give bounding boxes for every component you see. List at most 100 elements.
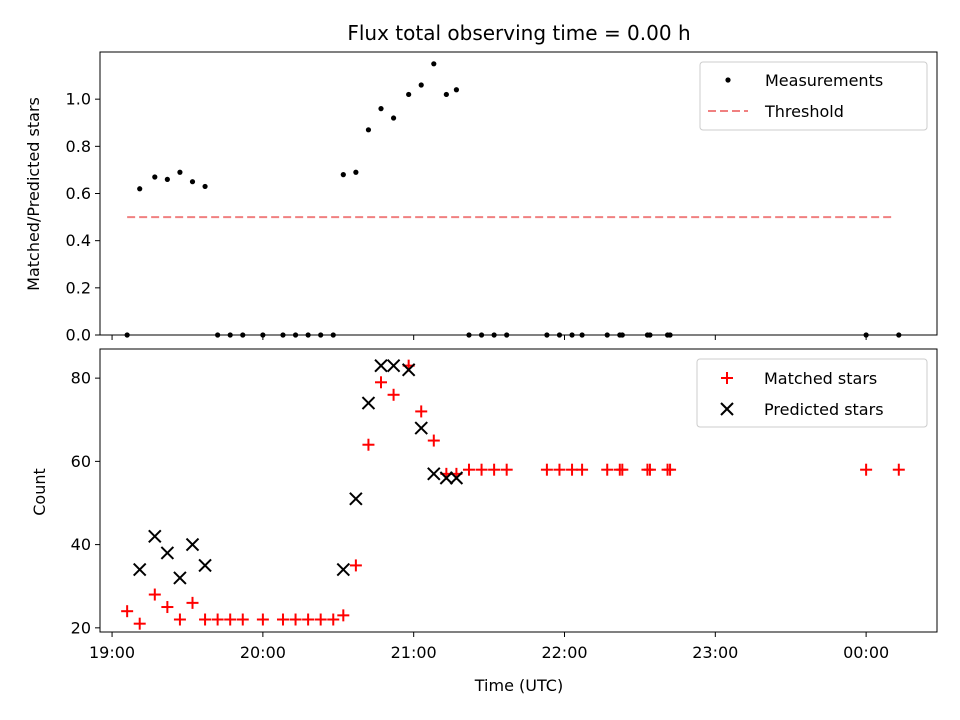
bottom-y-tick-label: 80 <box>71 369 91 388</box>
x-tick-label: 20:00 <box>240 643 286 662</box>
matched-star-point <box>173 613 186 626</box>
matched-star-point <box>337 609 350 622</box>
matched-star-point <box>236 613 249 626</box>
matched-star-point <box>427 434 440 447</box>
matched-star-point <box>133 617 146 630</box>
top-panel: 0.0 0.2 0.4 0.6 0.8 1.0 Matched/Predicted sta… <box>24 51 938 345</box>
matched-star-point <box>475 463 488 476</box>
matched-star-point <box>488 463 501 476</box>
matched-star-point <box>224 613 237 626</box>
top-y-tick-label: 1.0 <box>66 90 91 109</box>
matched-star-point <box>553 463 566 476</box>
top-legend: Measurements Threshold <box>699 61 928 131</box>
matched-star-point <box>387 388 400 401</box>
bottom-y-tick-label: 20 <box>71 618 91 637</box>
predicted-star-point <box>414 421 428 435</box>
matched-star-point <box>121 605 134 618</box>
x-tick-label: 23:00 <box>692 643 738 662</box>
matched-star-point <box>892 463 905 476</box>
bottom-plot-area <box>121 358 905 630</box>
bottom-y-tick-label: 60 <box>71 452 91 471</box>
matched-star-point <box>161 601 174 614</box>
legend-label-matched-stars: Matched stars <box>764 369 877 388</box>
matched-star-point <box>375 376 388 389</box>
measurement-point <box>406 91 412 98</box>
legend-label-predicted-stars: Predicted stars <box>764 400 884 419</box>
top-x-axis <box>111 335 867 340</box>
predicted-star-point <box>173 571 187 585</box>
measurement-point <box>177 169 183 175</box>
measurement-point <box>202 183 208 190</box>
matched-star-point <box>664 463 677 476</box>
matched-star-point <box>643 463 656 476</box>
predicted-star-point <box>185 537 200 552</box>
predicted-star-point <box>133 562 147 577</box>
matched-star-point <box>362 438 375 451</box>
bottom-axes-frame <box>99 348 938 633</box>
legend-label-threshold: Threshold <box>764 102 844 121</box>
measurement-point <box>365 127 372 133</box>
predicted-star-point <box>349 492 363 506</box>
predicted-star-point <box>427 467 441 481</box>
matched-star-point <box>327 613 340 626</box>
legend-marker-measurements <box>725 77 731 83</box>
bottom-y-axis-label: Count <box>30 468 49 516</box>
measurement-point <box>353 169 359 175</box>
measurement-point <box>443 91 449 98</box>
matched-star-point <box>199 613 212 626</box>
matched-star-point <box>148 588 161 601</box>
x-tick-label: 00:00 <box>843 643 889 662</box>
measurement-point <box>152 174 158 180</box>
predicted-star-point <box>449 471 464 485</box>
predicted-star-point <box>160 546 175 560</box>
top-y-tick-label: 0.8 <box>66 137 91 156</box>
bottom-y-tick-label: 40 <box>71 535 91 554</box>
matched-star-point <box>349 559 362 572</box>
measurement-point <box>418 82 424 88</box>
matched-star-point <box>860 463 873 476</box>
matched-star-point <box>256 613 269 626</box>
matched-star-point <box>211 613 224 626</box>
matched-star-point <box>415 405 428 418</box>
legend-marker-predicted-stars <box>720 402 734 416</box>
top-y-tick-label: 0.2 <box>66 278 91 297</box>
matched-star-point <box>462 463 475 476</box>
top-legend-box <box>699 61 928 131</box>
matched-star-point <box>289 613 302 626</box>
bottom-y-axis: 20 40 60 80 <box>71 369 100 637</box>
predicted-star-point <box>361 396 376 410</box>
measurement-point <box>453 87 460 93</box>
measurement-point <box>189 179 196 185</box>
predicted-star-point <box>336 562 351 577</box>
predicted-star-point <box>374 358 388 373</box>
matched-star-point <box>540 463 553 476</box>
chart-title: Flux total observing time = 0.00 h <box>347 21 690 45</box>
predicted-star-point <box>386 358 401 373</box>
legend-label-measurements: Measurements <box>765 71 883 90</box>
matched-star-point <box>186 596 199 609</box>
predicted-star-point <box>148 529 162 543</box>
matched-star-point <box>576 463 589 476</box>
top-plot-area <box>124 61 902 338</box>
matched-star-point <box>302 613 315 626</box>
predicted-star-point <box>198 558 212 573</box>
measurement-point <box>164 176 170 182</box>
matched-star-point <box>314 613 327 626</box>
x-axis-label: Time (UTC) <box>474 676 563 695</box>
measurement-point <box>431 61 437 67</box>
top-y-tick-label: 0.6 <box>66 184 91 203</box>
measurement-point <box>378 106 384 112</box>
measurement-point <box>137 186 143 192</box>
x-tick-label: 22:00 <box>541 643 587 662</box>
matched-star-point <box>500 463 513 476</box>
bottom-legend-box <box>696 358 928 428</box>
matched-star-point <box>566 463 579 476</box>
x-tick-label: 21:00 <box>391 643 437 662</box>
top-y-axis: 0.0 0.2 0.4 0.6 0.8 1.0 <box>66 90 100 345</box>
predicted-star-point <box>439 471 454 485</box>
x-tick-label: 19:00 <box>89 643 135 662</box>
top-y-axis-label: Matched/Predicted stars <box>24 97 43 291</box>
matched-star-point <box>601 463 614 476</box>
